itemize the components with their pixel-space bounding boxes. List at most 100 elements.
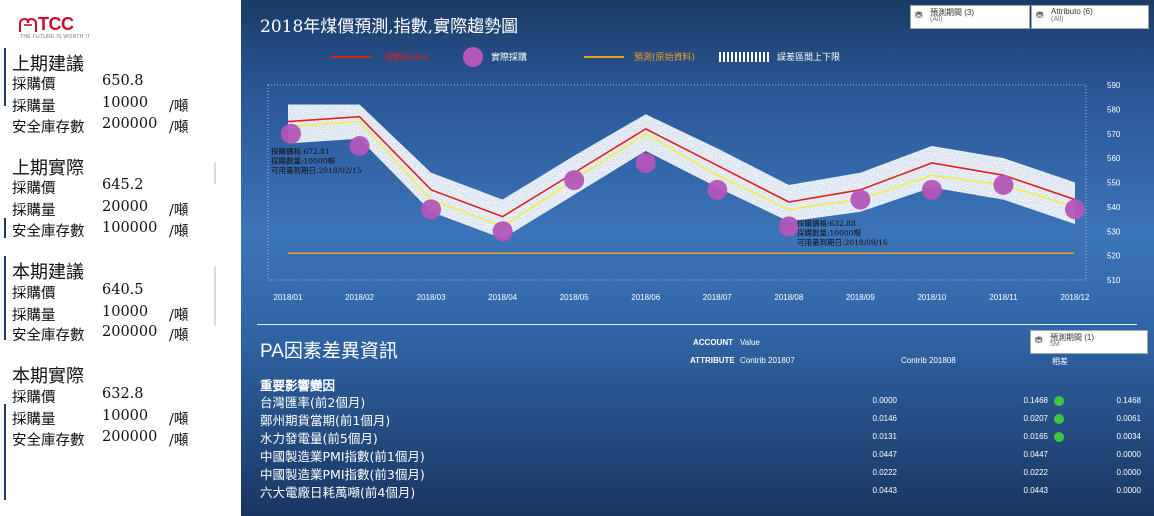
actual-purchase-point [1065, 199, 1085, 220]
row-unit: /噸 [169, 308, 189, 324]
section-title: 本期實際 [12, 366, 84, 387]
tooltip-annotation-line: 採購數量:10000噸 [797, 228, 861, 238]
legend-label: 誤差區間上下限 [777, 53, 841, 63]
filter-icon: ⛃ [1036, 10, 1044, 20]
x-tick-label: 2018/01 [274, 293, 303, 302]
row-label: 採購價 [12, 286, 56, 302]
column-header-diff: 相差 [1052, 357, 1068, 366]
factor-contrib-201807: 0.0443 [872, 486, 897, 495]
factor-row[interactable]: 鄭州期貨當期(前1個月) 0.0146 0.0207 0.0061 [260, 410, 1150, 428]
actual-purchase-point [349, 135, 370, 156]
factor-name: 中國製造業PMI指數(前1個月) [260, 449, 425, 464]
attribute-label: ATTRIBUTE [690, 356, 735, 365]
attribute-filter[interactable]: ⛃ Attributo (6) (All) [1031, 5, 1149, 29]
row-label: 採購價 [12, 390, 56, 406]
actual-purchase-point [778, 216, 799, 237]
filter-label: 預測期間 (1) [1050, 333, 1094, 342]
row-label: 採購價 [12, 181, 56, 197]
y-tick-label: 590 [1107, 81, 1121, 90]
actual-purchase-point [707, 179, 728, 200]
legend-label: 實際採購 [491, 53, 528, 63]
legend-swatch [463, 47, 483, 67]
row-value: 10000 [102, 95, 149, 111]
actual-purchase-point [564, 170, 585, 191]
factor-diff: 0.0000 [1116, 468, 1141, 477]
summary-row: 採購價 640.5 [12, 282, 144, 303]
pa-factor-panel: PA因素差異資訊 ACCOUNT Value ATTRIBUTE Contrib… [241, 324, 1154, 516]
row-value: 200000 [102, 429, 158, 445]
x-tick-label: 2018/12 [1061, 293, 1090, 302]
factor-row[interactable]: 六大電廠日耗萬噸(前4個月) 0.0443 0.0443 0.0000 [260, 482, 1150, 500]
legend-label: 預測(原始資料) [634, 53, 696, 63]
status-indicator-icon [1054, 396, 1064, 406]
factor-contrib-201807: 0.0146 [872, 414, 897, 423]
row-unit: /噸 [169, 120, 189, 136]
row-value: 10000 [102, 408, 149, 424]
row-value: 100000 [102, 220, 158, 236]
row-value: 640.5 [102, 282, 144, 298]
panel-divider [214, 266, 216, 326]
factor-row[interactable]: 中國製造業PMI指數(前1個月) 0.0447 0.0447 0.0000 [260, 446, 1150, 464]
factor-name: 六大電廠日耗萬噸(前4個月) [260, 485, 416, 500]
tooltip-annotation-line: 採購價格:632.88 [797, 218, 856, 228]
filter-value: (All) [1051, 16, 1064, 23]
factor-contrib-201807: 0.0000 [872, 396, 897, 405]
actual-purchase-point [850, 189, 871, 210]
tooltip-annotation-line: 採購數量:10000噸 [271, 156, 335, 166]
x-tick-label: 2018/07 [703, 293, 732, 302]
dashboard-panel: 510 520 530 540 550 560 570 580 590 2018/01 2018/0… [241, 0, 1154, 516]
factor-contrib-201807: 0.0447 [872, 450, 897, 459]
factor-contrib-201807: 0.0222 [872, 468, 897, 477]
pa-title: PA因素差異資訊 [260, 341, 398, 362]
legend-label: 指數Index [385, 53, 429, 63]
factor-row[interactable]: 台灣匯率(前2個月) 0.0000 0.1468 0.1468 [260, 392, 1150, 410]
x-tick-label: 2018/09 [846, 293, 875, 302]
y-tick-label: 520 [1107, 252, 1121, 261]
y-tick-label: 580 [1107, 105, 1121, 114]
x-tick-label: 2018/06 [631, 293, 660, 302]
pa-period-filter[interactable]: ⛃ 預測期間 (1) 5M [1030, 330, 1148, 354]
actual-purchase-point [921, 179, 942, 200]
trend-chart: 510 520 530 540 550 560 570 580 590 2018/01 2018/0… [267, 81, 1121, 302]
error-band-texture [288, 104, 1075, 239]
column-header-contrib-201808: Contrib 201808 [901, 356, 956, 365]
row-value: 10000 [102, 304, 149, 320]
status-indicator-icon [1054, 432, 1064, 442]
row-unit: /噸 [169, 203, 189, 219]
forecast-series-line [287, 120, 1076, 228]
section-bar [4, 404, 6, 500]
section-bar [4, 48, 6, 106]
row-label: 安全庫存數 [12, 328, 85, 344]
forecast-period-filter[interactable]: ⛃ 預測期間 (3) (All) [910, 5, 1030, 29]
row-unit: /噸 [169, 328, 189, 344]
row-unit: /噸 [169, 224, 189, 240]
y-tick-label: 540 [1107, 203, 1121, 212]
row-label: 採購價 [12, 77, 56, 93]
filter-label: Attributo (6) [1051, 7, 1093, 16]
summary-row: 採購價 645.2 [12, 177, 144, 198]
section-bar [4, 218, 6, 238]
x-tick-label: 2018/03 [417, 293, 446, 302]
row-label: 安全庫存數 [12, 224, 85, 240]
tcc-logo: TCC THE FUTURE IS WORTH IT [8, 8, 98, 40]
x-tick-label: 2018/04 [488, 293, 517, 302]
row-value: 650.8 [102, 73, 144, 89]
summary-row: 安全庫存數 100000/噸 [12, 220, 188, 241]
factor-contrib-201808: 0.0447 [1023, 450, 1048, 459]
summary-row: 安全庫存數 200000/噸 [12, 116, 188, 137]
factor-row[interactable]: 水力發電量(前5個月) 0.0131 0.0165 0.0034 [260, 428, 1150, 446]
row-unit: /噸 [169, 433, 189, 449]
row-value: 200000 [102, 324, 158, 340]
logo-text: TCC [38, 14, 74, 34]
row-label: 安全庫存數 [12, 433, 85, 449]
summary-row: 採購量 10000/噸 [12, 304, 188, 325]
factor-diff: 0.0061 [1116, 414, 1141, 423]
tooltip-annotation-line: 可用量到期日:2018/09/16 [797, 238, 888, 247]
factor-row[interactable]: 中國製造業PMI指數(前3個月) 0.0222 0.0222 0.0000 [260, 464, 1150, 482]
summary-panel: TCC THE FUTURE IS WORTH IT 上期建議 採購價 650.8 採… [0, 0, 240, 516]
factor-contrib-201808: 0.0165 [1023, 432, 1048, 441]
account-label: ACCOUNT [693, 338, 733, 347]
row-unit: /噸 [169, 412, 189, 428]
summary-row: 採購量 10000/噸 [12, 95, 188, 116]
legend-swatch [719, 52, 769, 62]
